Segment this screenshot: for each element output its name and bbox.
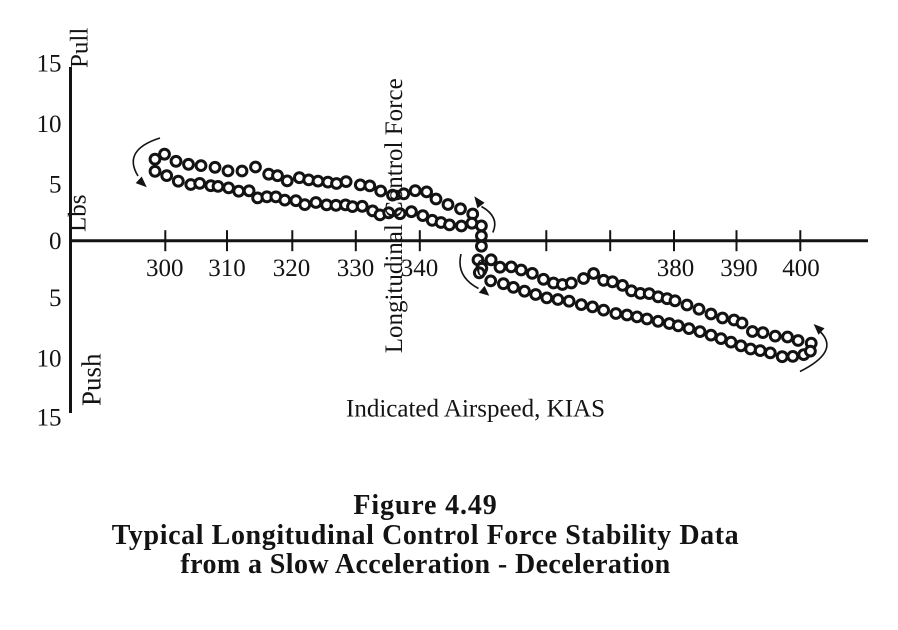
svg-text:15: 15 — [37, 51, 62, 78]
svg-text:Indicated Airspeed, KIAS: Indicated Airspeed, KIAS — [346, 396, 605, 423]
svg-text:390: 390 — [720, 255, 758, 282]
svg-text:Typical Longitudinal Control F: Typical Longitudinal Control Force Stabi… — [112, 520, 740, 551]
svg-text:10: 10 — [37, 111, 62, 138]
svg-text:380: 380 — [657, 255, 695, 282]
svg-text:Longitudinal Control Force: Longitudinal Control Force — [381, 78, 408, 353]
svg-text:10: 10 — [37, 345, 62, 372]
svg-text:0: 0 — [476, 255, 489, 282]
svg-text:330: 330 — [337, 255, 375, 282]
svg-text:15: 15 — [37, 404, 62, 431]
svg-text:Lbs: Lbs — [65, 195, 92, 233]
svg-text:5: 5 — [49, 285, 62, 312]
svg-text:400: 400 — [782, 255, 820, 282]
svg-text:from a Slow Acceleration - Dec: from a Slow Acceleration - Deceleration — [180, 549, 670, 580]
svg-text:Push: Push — [77, 353, 107, 406]
svg-text:Pull: Pull — [67, 28, 94, 68]
svg-text:0: 0 — [49, 228, 62, 255]
svg-text:340: 340 — [401, 255, 439, 282]
svg-text:310: 310 — [208, 255, 246, 282]
svg-text:320: 320 — [273, 255, 311, 282]
svg-text:5: 5 — [49, 171, 62, 198]
svg-text:Figure 4.49: Figure 4.49 — [353, 490, 497, 521]
svg-text:300: 300 — [146, 255, 184, 282]
